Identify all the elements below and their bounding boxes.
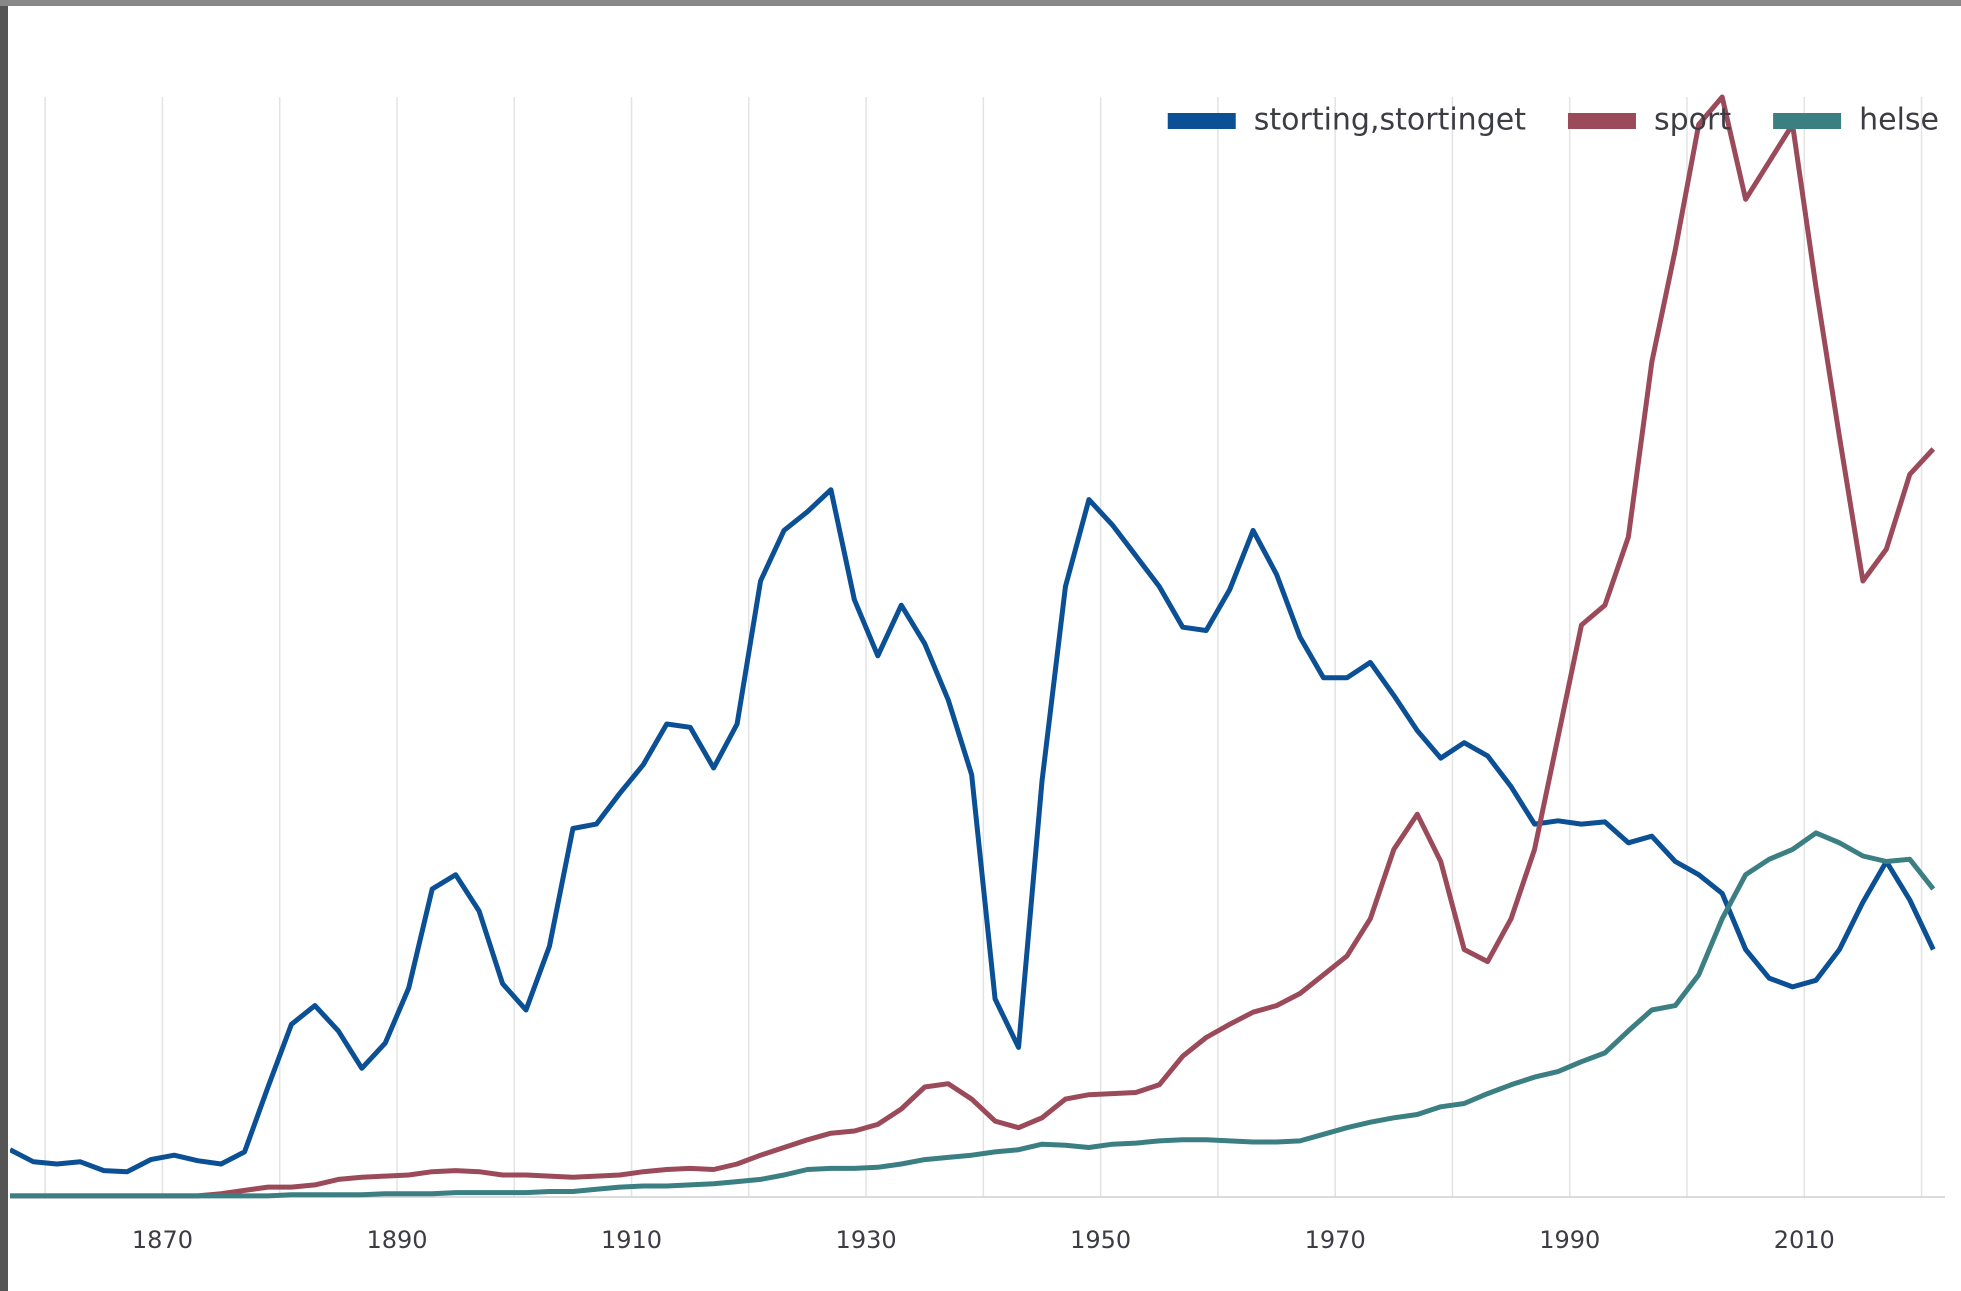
line-series [10,94,1936,1199]
x-tick-label: 1910 [601,1226,662,1254]
line-series [10,487,1936,1175]
line-series [10,830,1936,1199]
legend-swatch [1773,113,1842,129]
legend-label: helse [1859,103,1939,138]
frame-top [0,0,1961,6]
x-tick-label: 1990 [1539,1226,1600,1254]
x-tick-label: 1950 [1070,1226,1131,1254]
x-tick-label: 1970 [1305,1226,1366,1254]
x-tick-label: 1890 [366,1226,427,1254]
frame-left [0,0,8,1291]
legend-swatch [1167,113,1236,129]
plot-area [10,94,1936,1199]
legend-label: storting,stortinget [1254,103,1526,138]
x-tick-label: 1930 [836,1226,897,1254]
x-tick-label: 1870 [132,1226,193,1254]
legend-swatch [1567,113,1636,129]
x-tick-label: 2010 [1774,1226,1835,1254]
legend-label: sport [1654,103,1731,138]
